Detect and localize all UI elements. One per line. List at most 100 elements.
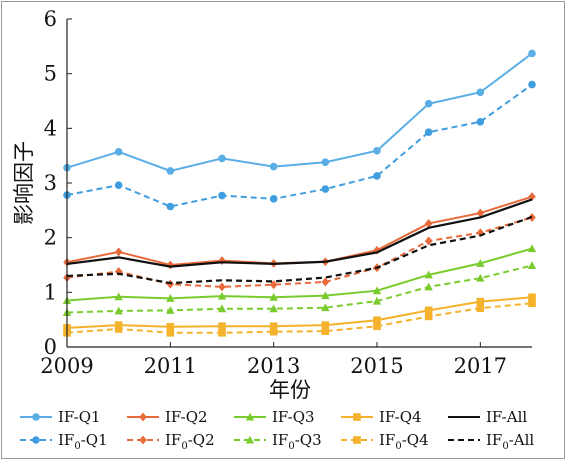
legend-item: IF0-All	[448, 431, 534, 452]
data-point	[218, 282, 226, 292]
data-point	[476, 117, 485, 126]
data-point	[527, 261, 537, 270]
data-point	[528, 49, 536, 58]
series-if0-q1	[63, 80, 536, 211]
data-point	[114, 267, 123, 276]
data-point	[321, 303, 330, 312]
series-line	[66, 264, 533, 314]
data-point	[166, 294, 175, 302]
data-point	[269, 162, 278, 171]
data-point	[476, 208, 485, 218]
data-point	[218, 256, 226, 266]
legend-item: IF-All	[448, 408, 527, 426]
data-point	[476, 304, 485, 312]
data-point	[321, 277, 330, 287]
data-point	[217, 304, 227, 313]
x-tick-label: 2017	[454, 354, 507, 378]
data-point	[114, 325, 123, 333]
data-point	[528, 80, 536, 89]
series-line	[66, 247, 533, 302]
data-point	[372, 286, 382, 295]
legend-label: IF0-Q1	[58, 431, 108, 452]
data-point	[372, 296, 382, 305]
series-if-all	[66, 198, 533, 268]
data-point	[373, 146, 381, 155]
data-point	[424, 282, 433, 291]
data-point	[424, 312, 433, 321]
data-point	[166, 328, 175, 337]
data-point	[217, 291, 227, 300]
data-point	[166, 322, 175, 331]
series-line	[66, 195, 533, 267]
legend-label: IF-Q4	[379, 408, 422, 426]
data-point	[114, 247, 123, 257]
legend-label: IF-Q1	[58, 408, 101, 426]
data-point	[218, 328, 226, 337]
data-point	[114, 181, 123, 189]
legend: IF-Q1 IF-Q2 IF-Q3 IF-Q4 IF-All IF0-Q1 IF0-Q2 IF…	[20, 408, 534, 452]
y-tick-label: 2	[44, 226, 57, 250]
data-point	[321, 158, 330, 167]
data-point	[218, 322, 226, 331]
legend-item: IF0-Q4	[341, 431, 429, 452]
legend-item: IF0-Q3	[234, 431, 322, 452]
y-tick-label: 4	[44, 116, 57, 140]
legend-swatch-marker	[353, 413, 361, 421]
legend-swatch-marker	[353, 436, 361, 444]
data-point	[114, 306, 123, 315]
legend-swatch-marker	[139, 435, 147, 445]
data-point	[476, 273, 485, 282]
data-point	[321, 321, 330, 329]
data-point	[476, 297, 485, 306]
legend-swatch-marker	[245, 412, 255, 421]
data-point	[166, 260, 175, 270]
data-point	[528, 192, 536, 202]
legend-swatch-marker	[32, 413, 40, 421]
data-point	[114, 292, 123, 301]
data-point	[528, 299, 536, 308]
x-tick-label: 2015	[350, 354, 403, 378]
y-tick-label: 5	[44, 62, 57, 86]
legend-swatch-marker	[139, 412, 147, 422]
legend-label: IF0-All	[486, 431, 534, 452]
legend-item: IF-Q2	[127, 408, 208, 426]
series-line	[66, 302, 533, 334]
data-point	[166, 306, 175, 314]
data-point	[424, 99, 433, 108]
data-point	[218, 191, 226, 200]
line-chart: 0 1 2 3 4 5 6 2009 2011 2013 2015 2017 年份 影响因子 IF-Q…	[12, 7, 537, 452]
legend-item: IF0-Q2	[127, 431, 215, 452]
series-line	[66, 198, 533, 268]
legend-label: IF0-Q3	[272, 431, 322, 452]
series-if-q2	[63, 192, 536, 270]
data-point	[373, 172, 381, 180]
data-point	[321, 327, 330, 335]
y-tick-label: 1	[44, 280, 57, 304]
series-if-q1	[63, 49, 536, 175]
legend-label: IF-All	[486, 408, 527, 426]
legend-swatch-marker	[32, 436, 40, 444]
series-line	[66, 296, 533, 329]
data-point	[269, 280, 278, 290]
data-point	[269, 327, 278, 336]
x-tick-label: 2011	[144, 354, 197, 378]
data-point	[424, 128, 433, 136]
legend-swatch-marker	[245, 435, 255, 444]
data-point	[114, 321, 123, 329]
data-point	[424, 270, 433, 279]
legend-label: IF-Q2	[165, 408, 208, 426]
data-point	[321, 291, 330, 300]
data-point	[114, 148, 123, 156]
data-point	[424, 236, 433, 246]
data-point	[527, 244, 537, 253]
data-point	[269, 322, 278, 331]
data-point	[166, 167, 175, 175]
y-tick-label: 0	[44, 335, 57, 359]
legend-item: IF0-Q1	[20, 431, 108, 452]
y-axis-title: 影响因子	[12, 141, 36, 225]
data-point	[476, 88, 485, 97]
series-line	[66, 52, 533, 173]
data-point	[373, 316, 381, 325]
data-point	[321, 185, 330, 193]
